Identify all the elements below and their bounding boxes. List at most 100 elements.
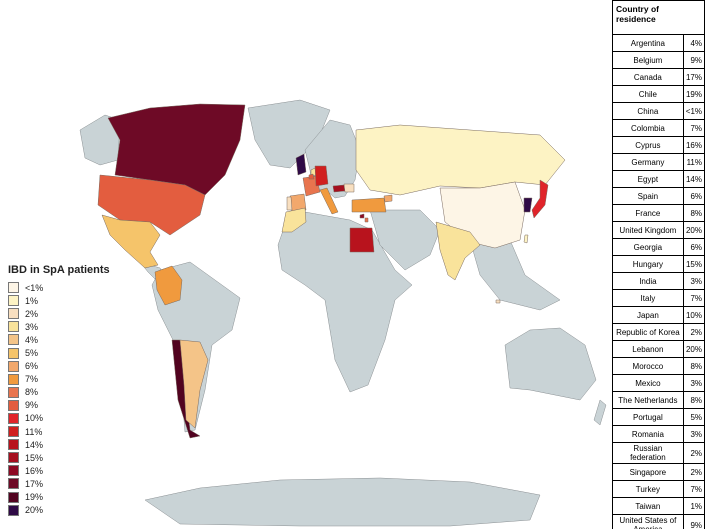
antarctica xyxy=(144,477,541,527)
legend-swatch xyxy=(8,308,19,320)
country-name: Germany xyxy=(612,153,684,171)
legend-swatch xyxy=(8,360,19,372)
country-value: 20% xyxy=(682,340,706,358)
table-row: United States of America9% xyxy=(612,514,706,529)
legend-item: 8% xyxy=(8,386,110,399)
table-row: Portugal 5% xyxy=(612,408,706,426)
legend-label: 6% xyxy=(25,361,39,372)
table-row: Cyprus 16% xyxy=(612,136,706,154)
country xyxy=(495,299,501,304)
country-value: 6% xyxy=(682,187,706,205)
table-row: Lebanon 20% xyxy=(612,340,706,358)
country-value: 15% xyxy=(682,255,706,273)
country xyxy=(308,173,315,180)
legend-swatch xyxy=(8,347,19,359)
country-name: Japan xyxy=(612,306,684,324)
table-row: Egypt 14% xyxy=(612,170,706,188)
legend-item: 11% xyxy=(8,425,110,438)
world-map xyxy=(79,99,607,527)
australia xyxy=(504,327,597,401)
country xyxy=(359,213,365,219)
legend-item: 14% xyxy=(8,438,110,451)
legend-swatch xyxy=(8,321,19,333)
table-row: Colombia 7% xyxy=(612,119,706,137)
legend-item: 7% xyxy=(8,373,110,386)
country-value: 2% xyxy=(682,323,706,341)
legend-swatch xyxy=(8,426,19,438)
legend-label: 20% xyxy=(25,505,44,516)
country-value: 7% xyxy=(682,119,706,137)
country xyxy=(281,207,307,233)
legend-label: 7% xyxy=(25,374,39,385)
country-name: United States of America xyxy=(612,514,684,529)
country-value: 8% xyxy=(682,391,706,409)
country-name: Hungary xyxy=(612,255,684,273)
legend-swatch xyxy=(8,282,19,294)
country-name: Cyprus xyxy=(612,136,684,154)
country-value: 4% xyxy=(682,34,706,52)
country-name: Singapore xyxy=(612,463,684,481)
legend-item: 1% xyxy=(8,294,110,307)
country xyxy=(523,234,529,244)
country-name: Egypt xyxy=(612,170,684,188)
country-name: France xyxy=(612,204,684,222)
country-value: 11% xyxy=(682,153,706,171)
legend-item: 16% xyxy=(8,464,110,477)
country xyxy=(383,194,393,203)
country-name: Belgium xyxy=(612,51,684,69)
table-row: Spain 6% xyxy=(612,187,706,205)
table-row: Canada 17% xyxy=(612,68,706,86)
legend-label: 9% xyxy=(25,400,39,411)
table-row: Italy 7% xyxy=(612,289,706,307)
table-row: India 3% xyxy=(612,272,706,290)
country-name: Mexico xyxy=(612,374,684,392)
legend-label: 15% xyxy=(25,452,44,463)
table-row: Chile 19% xyxy=(612,85,706,103)
country-name: Canada xyxy=(612,68,684,86)
legend-item: 9% xyxy=(8,399,110,412)
table-row: Russian federation 2% xyxy=(612,442,706,464)
legend-item: 15% xyxy=(8,451,110,464)
legend-item: 20% xyxy=(8,504,110,517)
country-name: China xyxy=(612,102,684,120)
legend-item: 3% xyxy=(8,320,110,333)
country-value: 19% xyxy=(682,85,706,103)
table-header: Country of residence xyxy=(612,0,705,35)
country xyxy=(101,214,161,269)
legend-swatch xyxy=(8,465,19,477)
country-value: 7% xyxy=(682,480,706,498)
table: Country of residence Argentina 4% Belgium 9… xyxy=(612,0,706,529)
country-name: Romania xyxy=(612,425,684,443)
legend-item: 6% xyxy=(8,360,110,373)
legend-item: 19% xyxy=(8,491,110,504)
country-value: 10% xyxy=(682,306,706,324)
country-value: 7% xyxy=(682,289,706,307)
legend-label: 2% xyxy=(25,308,39,319)
legend-swatch xyxy=(8,412,19,424)
table-row: Hungary 15% xyxy=(612,255,706,273)
table-row: China <1% xyxy=(612,102,706,120)
legend: IBD in SpA patients <1% 1% 2% 3% 4% 5% 6% 7% 8% 9… xyxy=(8,264,110,517)
country-name: Russian federation xyxy=(612,442,684,464)
country-name: United Kingdom xyxy=(612,221,684,239)
country xyxy=(523,197,533,213)
country xyxy=(97,174,206,236)
legend-label: 11% xyxy=(25,426,43,437)
country-value: 9% xyxy=(682,514,706,529)
country xyxy=(295,153,307,176)
table-row: Romania 3% xyxy=(612,425,706,443)
legend-item: 5% xyxy=(8,346,110,359)
legend-label: 5% xyxy=(25,348,39,359)
country-name: Spain xyxy=(612,187,684,205)
legend-swatch xyxy=(8,399,19,411)
table-row: Mexico 3% xyxy=(612,374,706,392)
country-name: Lebanon xyxy=(612,340,684,358)
country-name: Chile xyxy=(612,85,684,103)
table-row: France 8% xyxy=(612,204,706,222)
country-name: Turkey xyxy=(612,480,684,498)
country-value: 2% xyxy=(682,463,706,481)
legend-swatch xyxy=(8,439,19,451)
country xyxy=(154,265,183,306)
table-row: Taiwan 1% xyxy=(612,497,706,515)
